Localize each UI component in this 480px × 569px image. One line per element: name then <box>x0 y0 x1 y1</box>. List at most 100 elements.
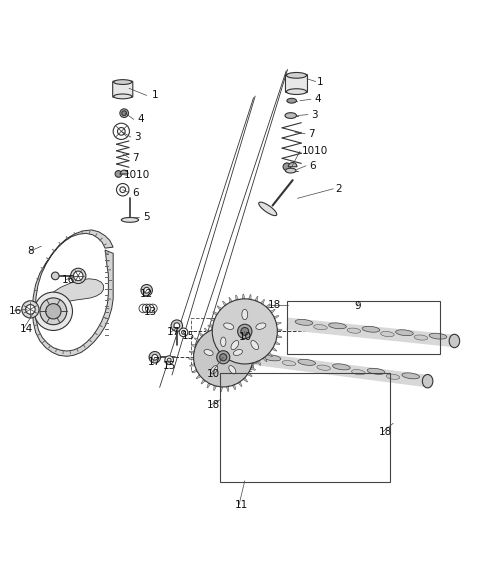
Ellipse shape <box>449 334 460 348</box>
Polygon shape <box>217 306 222 310</box>
Polygon shape <box>268 353 273 357</box>
Circle shape <box>171 320 182 331</box>
Ellipse shape <box>233 349 242 356</box>
Ellipse shape <box>414 335 428 340</box>
Circle shape <box>117 184 129 196</box>
Ellipse shape <box>333 364 350 370</box>
Ellipse shape <box>329 323 346 329</box>
Ellipse shape <box>386 374 400 380</box>
Ellipse shape <box>204 349 213 356</box>
Circle shape <box>152 354 157 360</box>
Polygon shape <box>255 296 258 302</box>
Ellipse shape <box>256 323 266 329</box>
Text: 1010: 1010 <box>302 146 328 156</box>
Ellipse shape <box>396 330 413 336</box>
Circle shape <box>174 323 180 328</box>
Polygon shape <box>219 354 224 359</box>
Polygon shape <box>227 386 229 391</box>
Polygon shape <box>266 304 270 308</box>
Text: 7: 7 <box>308 129 314 139</box>
Polygon shape <box>211 325 214 330</box>
Polygon shape <box>263 357 267 362</box>
Circle shape <box>217 351 230 364</box>
Polygon shape <box>251 367 255 370</box>
Circle shape <box>193 328 253 387</box>
Circle shape <box>22 301 39 318</box>
Polygon shape <box>225 358 229 364</box>
Text: 15: 15 <box>162 361 176 371</box>
Circle shape <box>181 331 185 334</box>
Circle shape <box>120 187 126 193</box>
Text: 5: 5 <box>144 212 150 221</box>
Text: 6: 6 <box>132 188 139 197</box>
Polygon shape <box>208 338 214 340</box>
Ellipse shape <box>264 355 281 361</box>
Ellipse shape <box>242 310 248 320</box>
Polygon shape <box>252 348 257 351</box>
Bar <box>220 373 390 482</box>
Polygon shape <box>48 279 104 314</box>
Ellipse shape <box>287 89 307 94</box>
Text: 4: 4 <box>137 114 144 125</box>
Polygon shape <box>247 373 252 377</box>
Ellipse shape <box>231 340 239 349</box>
Polygon shape <box>274 315 279 319</box>
Polygon shape <box>224 323 227 328</box>
Ellipse shape <box>229 366 236 374</box>
Ellipse shape <box>347 328 361 333</box>
Circle shape <box>167 358 171 362</box>
Ellipse shape <box>381 332 394 337</box>
Ellipse shape <box>429 333 447 339</box>
Polygon shape <box>286 318 455 347</box>
Circle shape <box>73 271 83 281</box>
Ellipse shape <box>114 80 132 84</box>
Circle shape <box>120 109 129 117</box>
Ellipse shape <box>422 374 433 388</box>
Ellipse shape <box>317 365 330 370</box>
Text: 10: 10 <box>206 369 220 380</box>
Text: 1010: 1010 <box>124 170 150 180</box>
Circle shape <box>283 163 291 171</box>
Polygon shape <box>218 323 220 328</box>
Polygon shape <box>275 341 280 345</box>
Ellipse shape <box>313 325 327 330</box>
Ellipse shape <box>287 98 297 103</box>
Polygon shape <box>276 335 282 338</box>
Circle shape <box>241 328 249 335</box>
Circle shape <box>220 354 227 361</box>
Circle shape <box>179 328 188 337</box>
Ellipse shape <box>285 113 297 118</box>
Polygon shape <box>192 369 197 373</box>
Polygon shape <box>190 364 195 366</box>
Polygon shape <box>223 301 227 306</box>
Polygon shape <box>196 375 201 379</box>
Polygon shape <box>277 329 282 331</box>
Text: 17: 17 <box>148 357 161 367</box>
Text: 10: 10 <box>239 332 252 342</box>
FancyBboxPatch shape <box>113 81 133 97</box>
Polygon shape <box>253 353 429 387</box>
FancyBboxPatch shape <box>286 75 308 93</box>
Text: 9: 9 <box>355 301 361 311</box>
Polygon shape <box>189 351 194 353</box>
Text: 4: 4 <box>314 94 321 104</box>
Text: 6: 6 <box>310 161 316 171</box>
Ellipse shape <box>351 369 365 375</box>
Text: 14: 14 <box>20 324 33 333</box>
Polygon shape <box>207 331 212 334</box>
Polygon shape <box>236 327 240 332</box>
Polygon shape <box>232 385 236 390</box>
Polygon shape <box>199 332 204 337</box>
Text: 18: 18 <box>379 427 392 437</box>
Text: 8: 8 <box>27 246 34 256</box>
Circle shape <box>149 352 160 363</box>
Polygon shape <box>241 331 246 335</box>
Ellipse shape <box>259 202 277 216</box>
Circle shape <box>165 356 173 364</box>
Text: 18: 18 <box>268 300 281 310</box>
Circle shape <box>144 287 150 293</box>
Text: 1: 1 <box>317 77 323 86</box>
Polygon shape <box>272 347 277 351</box>
Ellipse shape <box>367 368 385 374</box>
Ellipse shape <box>121 217 139 222</box>
